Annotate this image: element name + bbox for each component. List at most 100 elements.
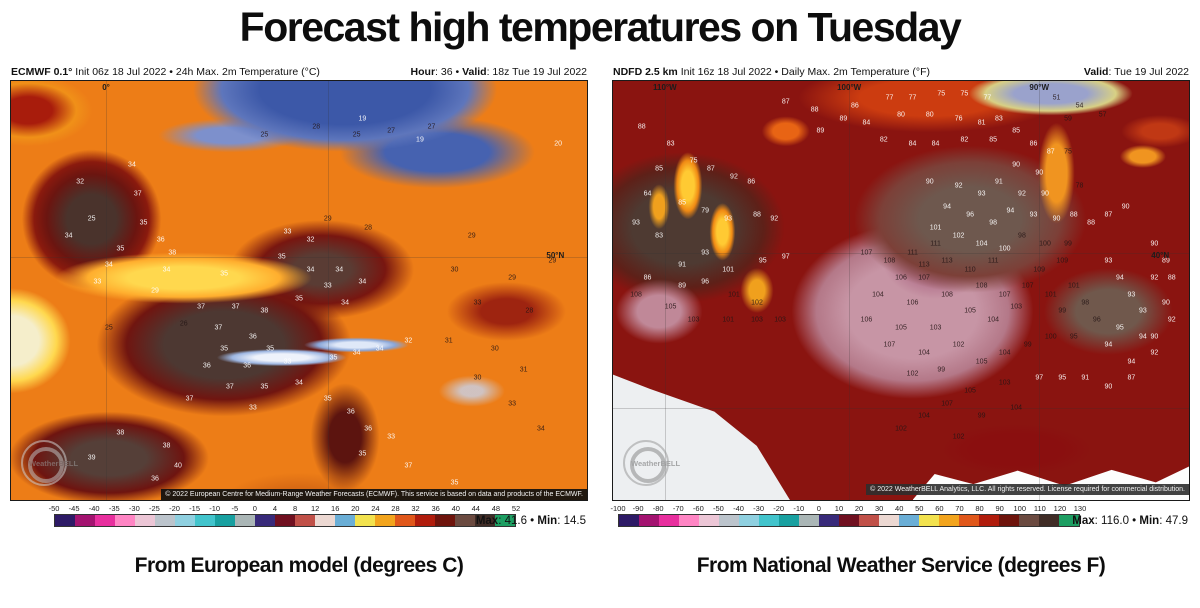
- temp-value: 93: [1029, 211, 1038, 219]
- temp-value: 88: [810, 106, 819, 114]
- temp-value: 36: [202, 362, 211, 370]
- temp-value: 103: [774, 316, 786, 324]
- temp-value: 106: [860, 316, 873, 324]
- temp-value: 94: [1127, 358, 1136, 366]
- colorbar-tick: -20: [169, 504, 180, 513]
- temp-value: 88: [1069, 211, 1078, 219]
- geo-label: 0°: [102, 83, 110, 93]
- geo-label: 110°W: [653, 83, 677, 93]
- temp-value: 32: [76, 178, 85, 186]
- temp-value: 91: [1081, 374, 1090, 382]
- temp-value: 36: [249, 333, 257, 341]
- temp-value: 33: [93, 278, 102, 286]
- temp-value: 39: [87, 454, 96, 462]
- geo-label: 40°N: [1151, 250, 1170, 260]
- watermark-spiral-icon: [28, 447, 64, 483]
- colorbar-tick: -50: [713, 504, 724, 513]
- temp-value: 25: [260, 131, 269, 139]
- ecmwf-copyright: © 2022 European Centre for Medium-Range …: [161, 489, 587, 500]
- graticule-line: [327, 81, 329, 500]
- temp-value: 75: [1064, 148, 1072, 156]
- watermark-text: WeatherBELL: [29, 459, 79, 468]
- temp-value: 109: [1056, 257, 1069, 265]
- graticule-line: [11, 256, 587, 258]
- colorbar-tick: 44: [471, 504, 480, 513]
- graticule-line: [613, 407, 1189, 409]
- page-title: Forecast high temperatures on Tuesday: [239, 4, 962, 50]
- temp-value: 98: [1081, 299, 1090, 307]
- ecmwf-init-info: Init 06z 18 Jul 2022 • 24h Max. 2m Tempe…: [72, 66, 320, 78]
- temp-value: 98: [1018, 232, 1026, 240]
- temp-value: 101: [929, 224, 942, 232]
- temp-value: 88: [637, 123, 646, 131]
- temp-value: 101: [1044, 291, 1057, 299]
- temp-value: 82: [960, 136, 969, 144]
- temp-value: 102: [895, 425, 907, 433]
- colorbar-tick: 28: [391, 504, 400, 513]
- temp-value: 35: [277, 253, 286, 261]
- temp-value: 87: [1104, 211, 1113, 219]
- temp-value: 100: [998, 245, 1011, 253]
- colorbar-tick: -30: [753, 504, 765, 513]
- temp-value: 20: [554, 140, 563, 148]
- temp-value: 104: [975, 240, 988, 248]
- temp-value: 103: [929, 324, 942, 332]
- colorbar-tick: 0: [816, 504, 821, 513]
- temp-value: 111: [930, 240, 941, 248]
- colorbar-tick: 70: [955, 504, 964, 513]
- temp-value: 108: [941, 291, 953, 299]
- right-caption: From National Weather Service (degrees F…: [696, 554, 1106, 577]
- temp-value: 99: [937, 366, 946, 374]
- weather-comparison-figure: Forecast high temperatures on Tuesday EC…: [0, 4, 1200, 608]
- colorbar-tick: -40: [88, 504, 100, 513]
- temp-value: 103: [1010, 303, 1023, 311]
- temp-value: 90: [1150, 333, 1159, 341]
- colorbar-tick: 120: [1053, 504, 1067, 513]
- temp-value: 102: [751, 299, 763, 307]
- temp-value: 38: [260, 307, 269, 315]
- temp-value: 86: [1029, 140, 1038, 148]
- min-value: : 47.9: [1159, 515, 1188, 527]
- temp-value: 105: [975, 358, 988, 366]
- min-value: : 14.5: [557, 515, 586, 527]
- ecmwf-hour-label: Hour: [410, 66, 436, 78]
- ndfd-colorbar-row: -100 -90 -80 -70 -60 -50 -40 -30 -20 -10 0 10 20 30 40…: [610, 504, 1190, 538]
- temp-value: 30: [490, 345, 499, 353]
- temp-value: 90: [1162, 299, 1170, 307]
- temp-value: 96: [701, 278, 710, 286]
- colorbar-tick: 80: [975, 504, 984, 513]
- min-label: Min: [537, 515, 558, 527]
- weatherbell-watermark: WeatherBELL: [623, 440, 709, 486]
- temp-value: 94: [1006, 207, 1015, 215]
- temp-value: 93: [1104, 257, 1113, 265]
- colorbar-tick: -90: [632, 504, 644, 513]
- temp-value: 105: [664, 303, 677, 311]
- watermark-spiral-icon: [21, 440, 67, 486]
- temp-value: 104: [872, 291, 884, 299]
- temp-value: 26: [179, 320, 188, 328]
- temp-value: 36: [243, 362, 252, 370]
- temp-value: 99: [1023, 341, 1032, 349]
- temp-value: 94: [1104, 341, 1113, 349]
- temp-value: 19: [358, 115, 367, 123]
- temp-value: 35: [266, 345, 275, 353]
- temp-value: 29: [508, 274, 517, 282]
- temp-value: 94: [943, 203, 951, 211]
- temp-value: 106: [895, 274, 907, 282]
- max-label: Max: [1072, 515, 1095, 527]
- colorbar-tick: 60: [935, 504, 944, 513]
- temp-value: 97: [1035, 374, 1044, 382]
- temp-value: 84: [908, 140, 917, 148]
- temp-value: 85: [1012, 127, 1021, 135]
- ecmwf-colorbar-row: -50 -45 -40 -35 -30 -25 -20 -15 -10 -5 0 4 8 12 16 20 24…: [10, 504, 588, 538]
- temp-value: 105: [964, 387, 976, 395]
- ecmwf-valid-value: : 18z Tue 19 Jul 2022: [486, 66, 587, 78]
- temp-value: 104: [1010, 404, 1023, 412]
- temp-value: 77: [908, 94, 917, 102]
- temp-value: 34: [537, 425, 545, 433]
- temp-value: 76: [954, 115, 963, 123]
- temp-value: 38: [162, 442, 171, 450]
- temp-value: 93: [977, 190, 986, 198]
- temp-value: 90: [1035, 169, 1044, 177]
- temp-value: 86: [851, 102, 859, 110]
